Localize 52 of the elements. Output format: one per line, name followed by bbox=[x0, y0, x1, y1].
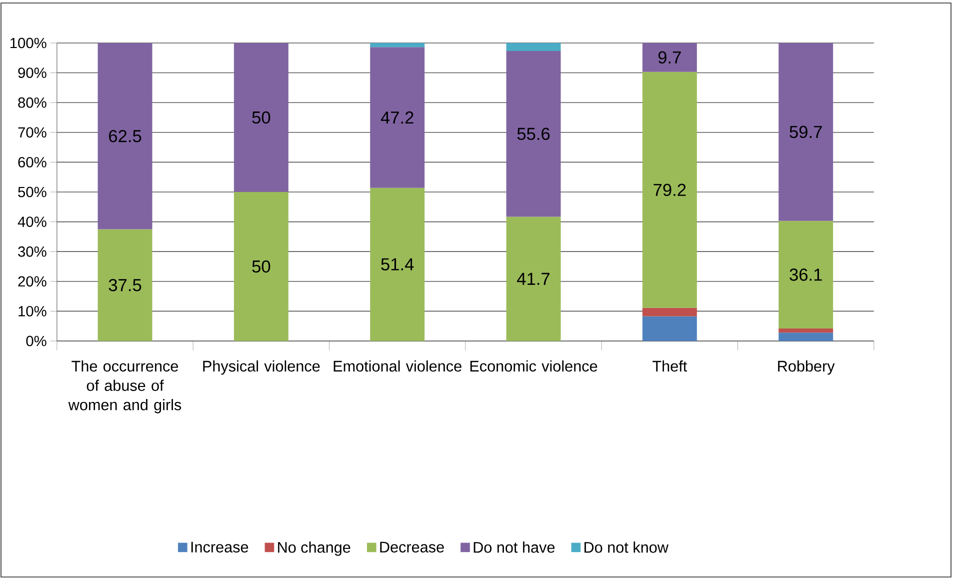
y-tick-label: 20% bbox=[18, 276, 46, 287]
data-label: 62.5 bbox=[109, 130, 142, 142]
y-tick-label: 80% bbox=[18, 97, 46, 108]
y-tick-label: 30% bbox=[18, 246, 46, 257]
data-label: 59.7 bbox=[790, 126, 822, 138]
bar bbox=[234, 192, 288, 341]
data-label: 9.7 bbox=[658, 51, 681, 64]
y-tick-label: 40% bbox=[18, 216, 46, 227]
bar bbox=[642, 42, 697, 72]
bar bbox=[98, 229, 152, 341]
y-tick-label: 90% bbox=[18, 68, 46, 78]
y-tick-label: 70% bbox=[18, 127, 46, 138]
legend-label: Do not know bbox=[584, 542, 668, 553]
bar bbox=[778, 42, 834, 221]
data-label: 36.1 bbox=[790, 268, 822, 281]
bar bbox=[642, 72, 697, 308]
bar bbox=[778, 332, 834, 341]
y-tick-label: 10% bbox=[18, 306, 46, 316]
x-tick-label: Emotional violence bbox=[334, 360, 462, 372]
bar bbox=[506, 42, 561, 52]
bar bbox=[506, 51, 561, 217]
data-label: 79.2 bbox=[654, 184, 686, 196]
bar bbox=[370, 188, 425, 341]
bar bbox=[370, 47, 425, 188]
bar bbox=[642, 308, 697, 316]
data-label: 50 bbox=[252, 111, 270, 124]
x-tick-label: Robbery bbox=[778, 360, 835, 375]
legend-label: No change bbox=[278, 542, 350, 556]
bar bbox=[642, 316, 697, 341]
y-tick-label: 60% bbox=[18, 157, 46, 168]
bar bbox=[506, 216, 561, 341]
legend-label: Do not have bbox=[474, 542, 555, 553]
bar bbox=[234, 42, 288, 192]
legend-label: Increase bbox=[191, 542, 248, 553]
x-tick-label: The occurrence of abuse of women and girls bbox=[68, 360, 182, 414]
y-tick-label: 0% bbox=[26, 336, 46, 346]
y-tick-label: 100% bbox=[10, 38, 46, 48]
bar bbox=[778, 328, 834, 333]
data-label: 41.7 bbox=[517, 272, 550, 285]
bar bbox=[778, 220, 834, 328]
legend-label: Decrease bbox=[380, 542, 444, 553]
bar bbox=[98, 42, 152, 230]
data-label: 50 bbox=[252, 260, 270, 273]
data-label: 55.6 bbox=[517, 128, 550, 140]
x-tick-label: Theft bbox=[652, 360, 688, 372]
x-tick-label: Economic violence bbox=[470, 360, 598, 372]
data-label: 51.4 bbox=[381, 258, 414, 270]
x-tick-label: Physical violence bbox=[203, 360, 320, 375]
data-label: 47.2 bbox=[380, 111, 414, 124]
bar bbox=[370, 42, 425, 48]
data-label: 37.5 bbox=[108, 278, 142, 292]
y-tick-label: 50% bbox=[18, 186, 46, 198]
